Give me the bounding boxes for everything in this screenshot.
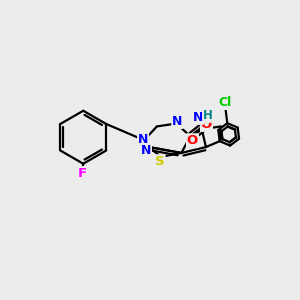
Text: F: F — [78, 167, 87, 180]
Text: H: H — [203, 109, 213, 122]
Text: Cl: Cl — [219, 96, 232, 109]
Text: O: O — [201, 118, 212, 131]
Text: S: S — [155, 155, 165, 168]
Text: N: N — [141, 145, 151, 158]
Text: N: N — [193, 111, 203, 124]
Text: N: N — [141, 145, 151, 158]
Text: O: O — [187, 134, 198, 147]
Text: O: O — [187, 134, 198, 147]
Text: N: N — [138, 133, 148, 146]
Text: O: O — [201, 118, 212, 131]
Text: H: H — [203, 109, 213, 122]
Text: N: N — [138, 133, 148, 146]
Text: N: N — [172, 115, 183, 128]
Text: S: S — [155, 155, 165, 168]
Text: F: F — [78, 167, 87, 180]
Text: N: N — [193, 111, 203, 124]
Text: Cl: Cl — [219, 96, 232, 109]
Text: N: N — [172, 115, 183, 128]
